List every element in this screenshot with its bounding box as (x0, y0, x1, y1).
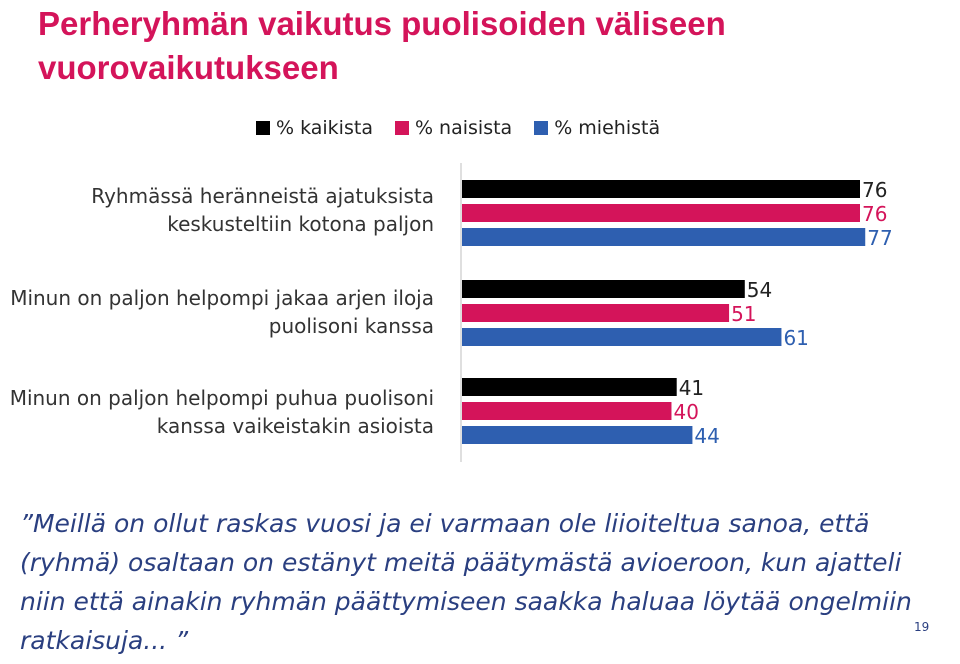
legend-item-men: % miehistä (534, 117, 660, 139)
legend-swatch-women (394, 121, 409, 135)
data-label-discussed-at-home-women: 76 (862, 202, 887, 226)
bar-talk-difficult-all (462, 378, 677, 396)
legend-label-all: % kaikista (276, 117, 373, 139)
chart-legend: % kaikista % naisista % miehistä (256, 116, 660, 140)
legend-item-women: % naisista (394, 117, 513, 139)
legend-swatch-all (256, 121, 270, 135)
bar-talk-difficult-women (462, 402, 672, 420)
data-label-talk-difficult-women: 40 (673, 400, 698, 424)
bar-share-joys-women (462, 304, 730, 322)
data-label-share-joys-women: 51 (731, 302, 756, 326)
legend-swatch-men (534, 121, 549, 135)
slide-title: Perheryhmän vaikutus puolisoiden välisee… (38, 5, 726, 86)
data-label-share-joys-men: 61 (783, 326, 808, 350)
bar-share-joys-all (462, 280, 745, 298)
category-label-talk-difficult: Minun on paljon helpompi puhua puolisoni… (9, 386, 434, 438)
data-label-discussed-at-home-all: 76 (862, 178, 887, 202)
bar-share-joys-men (462, 328, 782, 346)
data-label-talk-difficult-all: 41 (679, 376, 704, 400)
page-number: 19 (914, 620, 930, 634)
legend-item-all: % kaikista (256, 117, 373, 139)
category-label-discussed-at-home: Ryhmässä heränneistä ajatuksista keskust… (91, 184, 434, 236)
testimonial-quote: ”Meillä on ollut raskas vuosi ja ei varm… (20, 509, 912, 655)
bar-discussed-at-home-men (462, 228, 866, 246)
bar-talk-difficult-men (462, 426, 693, 444)
data-label-share-joys-all: 54 (747, 278, 772, 302)
bar-discussed-at-home-women (462, 204, 860, 222)
category-label-share-joys: Minun on paljon helpompi jakaa arjen ilo… (10, 286, 434, 338)
legend-label-women: % naisista (414, 117, 513, 139)
bar-discussed-at-home-all (462, 180, 860, 198)
data-label-discussed-at-home-men: 77 (867, 226, 892, 250)
legend-label-men: % miehistä (554, 117, 661, 139)
data-label-talk-difficult-men: 44 (694, 424, 719, 448)
